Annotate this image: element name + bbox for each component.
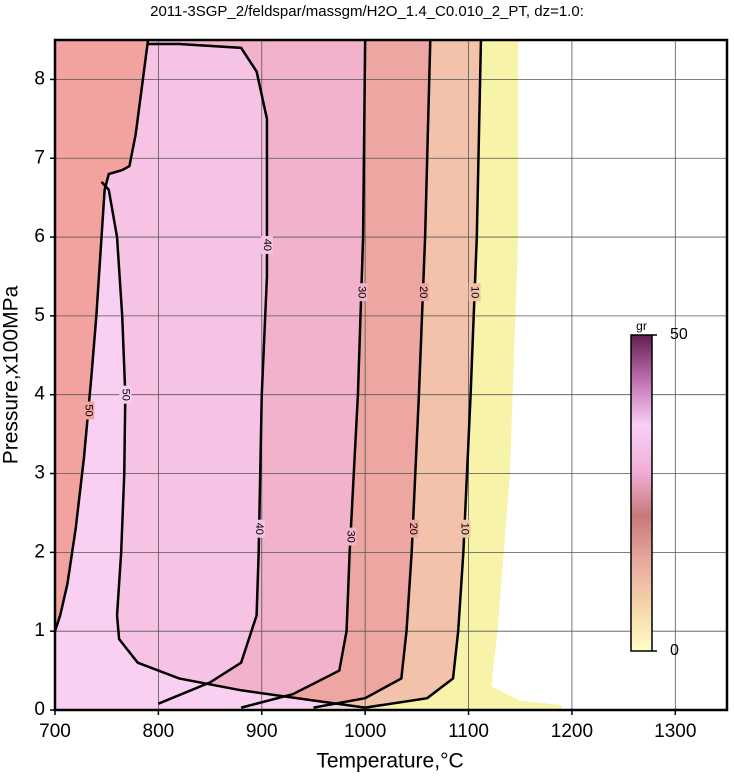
colorbar-label: gr xyxy=(636,319,647,333)
contour-label: 30 xyxy=(355,286,367,298)
x-axis-label: Temperature,°C xyxy=(316,750,463,773)
contour-label-bg xyxy=(355,283,368,302)
contour-line xyxy=(313,39,432,709)
contour-label-bg xyxy=(458,519,471,538)
contour-label-bg xyxy=(344,527,357,546)
contour-label-bg xyxy=(416,283,429,302)
colorbar-tick-label: 50 xyxy=(670,326,688,343)
contour-label-bg xyxy=(468,283,481,302)
y-tick-label: 2 xyxy=(34,541,45,562)
contour-line xyxy=(100,181,366,709)
chart-title: 2011-3SGP_2/feldspar/massgm/H2O_1.4_C0.0… xyxy=(150,3,584,20)
colorbar-tick-label: 0 xyxy=(670,642,679,659)
x-tick-label: 1100 xyxy=(448,721,489,742)
x-tick-label: 1200 xyxy=(551,721,593,742)
contour-line xyxy=(53,39,150,632)
y-tick-label: 1 xyxy=(34,620,45,641)
y-tick-label: 4 xyxy=(34,384,45,405)
contour-label: 40 xyxy=(253,523,265,535)
y-tick-label: 6 xyxy=(34,226,45,247)
contour-label: 40 xyxy=(261,239,273,251)
x-tick-label: 1300 xyxy=(654,721,696,742)
contour-label: 20 xyxy=(417,286,429,298)
x-tick-label: 1000 xyxy=(344,721,386,742)
contour-label-bg xyxy=(406,519,419,538)
contour-line xyxy=(148,42,269,705)
y-tick-label: 5 xyxy=(34,305,45,326)
x-tick-label: 800 xyxy=(143,721,175,742)
colorbar xyxy=(630,334,653,652)
contour-label: 20 xyxy=(407,523,419,535)
x-tick-label: 700 xyxy=(39,721,71,742)
contour-label: 10 xyxy=(459,523,471,535)
y-tick-label: 3 xyxy=(34,463,45,484)
contour-line xyxy=(240,39,367,709)
contour-fill xyxy=(55,40,366,710)
x-tick-label: 900 xyxy=(246,721,278,742)
y-tick-label: 7 xyxy=(34,147,45,168)
contour-label-bg xyxy=(260,235,273,254)
y-tick-label: 0 xyxy=(34,699,45,720)
contour-label-bg xyxy=(82,401,95,420)
contour-label: 10 xyxy=(469,286,481,298)
contour-label: 50 xyxy=(82,404,94,416)
contour-label-bg xyxy=(253,519,266,538)
contour-label-bg xyxy=(119,385,132,404)
contour-line xyxy=(364,39,483,709)
contour-label: 50 xyxy=(119,389,131,401)
contour-fill xyxy=(55,40,149,710)
contour-label: 30 xyxy=(345,530,357,542)
y-axis-label: Pressure,x100MPa xyxy=(0,285,23,464)
plot-frame xyxy=(53,38,729,712)
y-tick-label: 8 xyxy=(34,68,45,89)
